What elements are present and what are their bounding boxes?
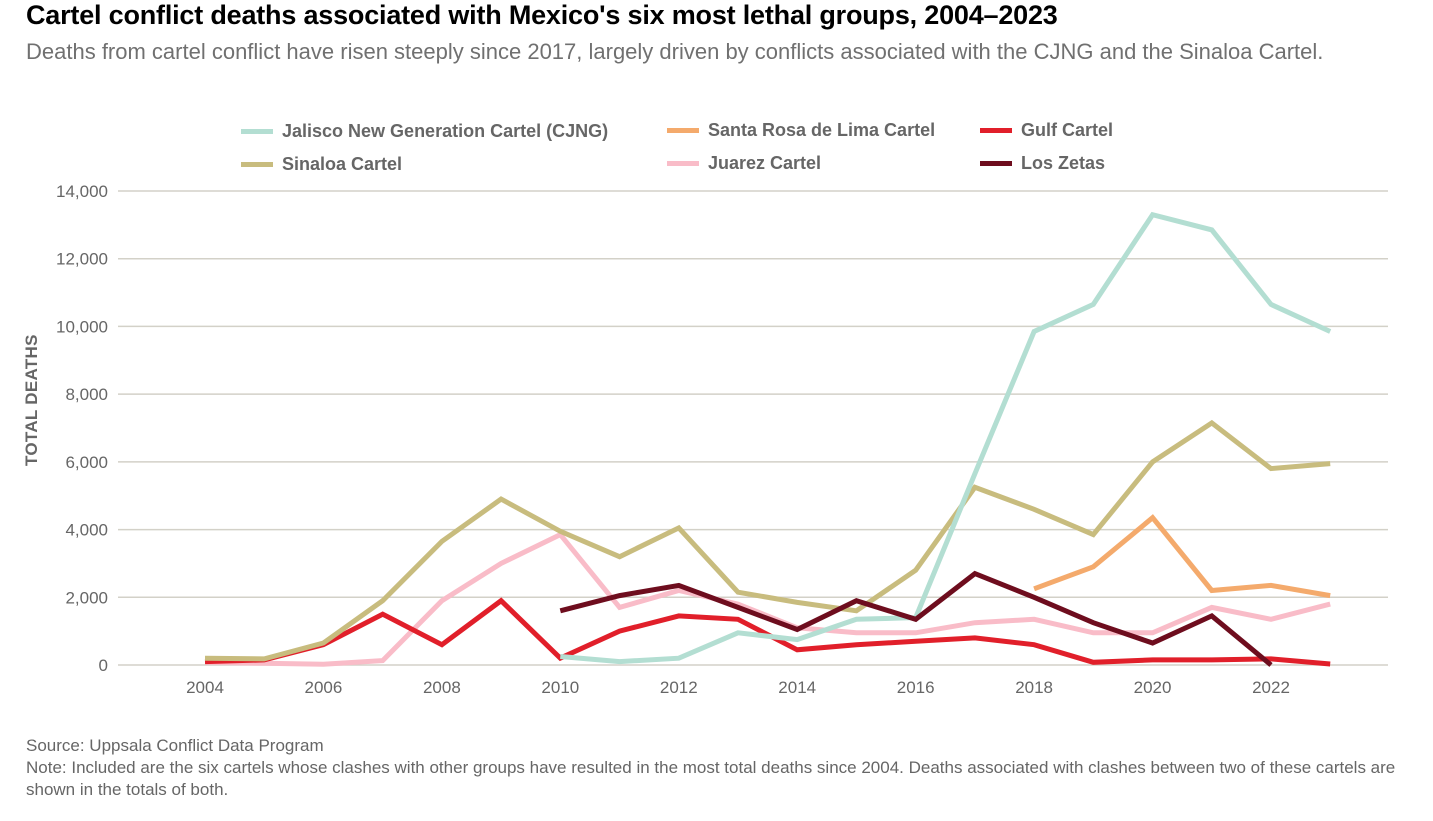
legend-label-juarez: Juarez Cartel xyxy=(708,153,822,173)
legend-item-santa-rosa[interactable]: Santa Rosa de Lima Cartel xyxy=(667,120,935,141)
legend-swatch-juarez xyxy=(667,161,699,166)
x-tick-label: 2004 xyxy=(186,678,224,697)
legend-label-zetas: Los Zetas xyxy=(1021,153,1106,173)
chart-title: Cartel conflict deaths associated with M… xyxy=(26,0,1058,30)
legend-swatch-gulf xyxy=(980,128,1012,133)
y-tick-label: 4,000 xyxy=(65,521,108,540)
series-line-sinaloa xyxy=(204,419,1331,662)
y-tick-label: 2,000 xyxy=(65,588,108,607)
legend-item-zetas[interactable]: Los Zetas xyxy=(980,153,1105,174)
y-axis-ticks: 0 2,000 4,000 6,000 8,000 10,000 12,000 14,000 xyxy=(56,182,108,675)
legend-item-sinaloa[interactable]: Sinaloa Cartel xyxy=(241,154,402,175)
x-tick-label: 2014 xyxy=(778,678,816,697)
x-tick-label: 2008 xyxy=(423,678,461,697)
legend-item-gulf[interactable]: Gulf Cartel xyxy=(980,120,1113,141)
x-tick-label: 2016 xyxy=(897,678,935,697)
x-tick-label: 2010 xyxy=(541,678,579,697)
x-tick-label: 2018 xyxy=(1015,678,1053,697)
series-line-santarosa xyxy=(1033,514,1331,599)
y-tick-label: 0 xyxy=(99,656,108,675)
series-line-zetas xyxy=(559,570,1273,667)
x-tick-label: 2022 xyxy=(1252,678,1290,697)
source-text: Source: Uppsala Conflict Data Program xyxy=(26,736,324,755)
y-tick-label: 8,000 xyxy=(65,385,108,404)
legend-swatch-cjng xyxy=(241,129,273,134)
legend-swatch-sinaloa xyxy=(241,162,273,167)
x-tick-label: 2006 xyxy=(305,678,343,697)
footer: Source: Uppsala Conflict Data Program No… xyxy=(26,735,1406,801)
legend-label-gulf: Gulf Cartel xyxy=(1021,120,1114,140)
legend-item-cjng[interactable]: Jalisco New Generation Cartel (CJNG) xyxy=(241,121,608,142)
x-tick-label: 2020 xyxy=(1134,678,1172,697)
x-axis-ticks: 2004 2006 2008 2010 2012 2014 2016 2018 2020 2022 xyxy=(186,678,1290,697)
legend-swatch-zetas xyxy=(980,161,1012,166)
legend-label-cjng: Jalisco New Generation Cartel (CJNG) xyxy=(282,121,609,141)
legend-label-santa-rosa: Santa Rosa de Lima Cartel xyxy=(708,120,936,140)
y-tick-label: 10,000 xyxy=(56,317,108,336)
y-tick-label: 14,000 xyxy=(56,182,108,201)
note-text: Note: Included are the six cartels whose… xyxy=(26,758,1396,799)
series-line-gulf xyxy=(204,597,1331,667)
y-tick-label: 12,000 xyxy=(56,250,108,269)
chart-subtitle: Deaths from cartel conflict have risen s… xyxy=(26,39,1324,64)
legend-item-juarez[interactable]: Juarez Cartel xyxy=(667,153,821,174)
x-tick-label: 2012 xyxy=(660,678,698,697)
y-tick-label: 6,000 xyxy=(65,453,108,472)
legend-label-sinaloa: Sinaloa Cartel xyxy=(282,154,403,174)
series-lines xyxy=(204,211,1332,667)
legend-swatch-santa-rosa xyxy=(667,128,699,133)
series-line-cjng xyxy=(560,211,1332,665)
